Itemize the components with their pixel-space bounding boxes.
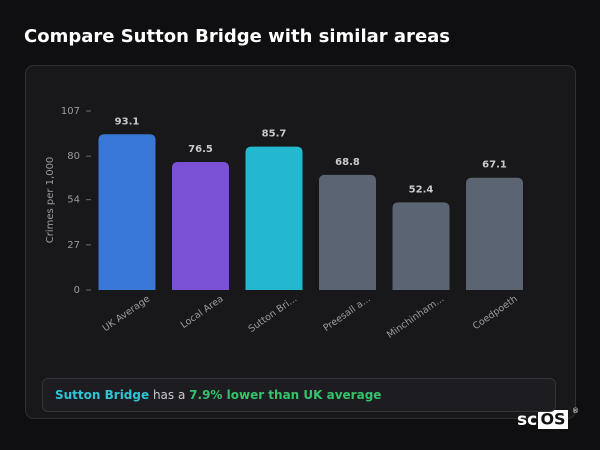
y-tick-label: 107 bbox=[61, 106, 80, 117]
y-tick-label: 54 bbox=[67, 195, 80, 206]
callout-text: has a bbox=[152, 388, 186, 402]
value-label: 93.1 bbox=[115, 116, 140, 127]
brand-mark: ® bbox=[572, 407, 579, 415]
brand-boxed: OS bbox=[540, 410, 565, 429]
bar bbox=[98, 134, 156, 290]
y-axis-label: Crimes per 1,000 bbox=[45, 157, 56, 244]
value-label: 85.7 bbox=[262, 129, 287, 140]
value-label: 67.1 bbox=[482, 160, 507, 171]
callout-area: Sutton Bridge bbox=[55, 388, 150, 402]
bar bbox=[319, 174, 376, 290]
y-tick-label: 0 bbox=[74, 285, 80, 296]
brand-prefix: sc bbox=[517, 410, 537, 430]
brand-box bbox=[538, 410, 568, 429]
bar bbox=[245, 146, 303, 290]
callout: Sutton Bridge has a 7.9% lower than UK a… bbox=[42, 378, 556, 412]
value-label: 68.8 bbox=[335, 157, 360, 168]
y-tick-label: 27 bbox=[67, 240, 80, 251]
bar bbox=[172, 162, 229, 290]
value-label: 52.4 bbox=[409, 184, 434, 195]
value-label: 76.5 bbox=[188, 144, 213, 155]
bar bbox=[466, 177, 523, 290]
y-tick-label: 80 bbox=[67, 151, 80, 162]
callout-highlight: 7.9% lower than UK average bbox=[189, 388, 382, 402]
bar bbox=[392, 202, 450, 290]
page-title: Compare Sutton Bridge with similar areas bbox=[24, 26, 450, 47]
